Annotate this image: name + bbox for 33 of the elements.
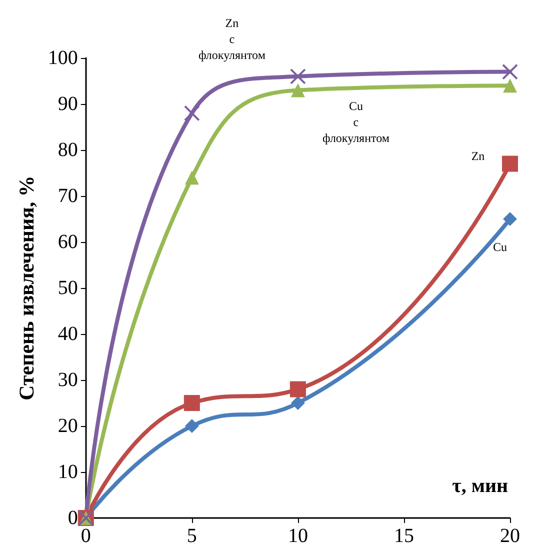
x-tick-label: 5 [186, 525, 197, 547]
point [184, 395, 200, 411]
point [290, 83, 305, 98]
y-tick-label: 30 [58, 369, 78, 391]
series-label: Cu [492, 240, 508, 254]
x-axis-title: τ, мин [452, 475, 508, 497]
point [503, 78, 517, 93]
y-tick-label: 0 [68, 507, 78, 529]
point [290, 381, 306, 398]
point [184, 419, 199, 433]
series-label: Cu с флокулянтом [322, 99, 390, 146]
point [502, 156, 518, 172]
y-tick-label: 70 [58, 185, 78, 207]
y-tick-label: 50 [58, 277, 78, 299]
y-tick-label: 80 [58, 139, 78, 161]
y-tick-label: 40 [58, 323, 78, 345]
y-tick-label: 90 [58, 93, 78, 115]
y-tick-label: 100 [48, 47, 78, 69]
point [290, 396, 305, 410]
x-tick-label: 15 [394, 525, 414, 547]
series-label: Zn с флокулянтом [198, 16, 266, 62]
point [184, 170, 199, 185]
y-axis-title: Степень извлечения, % [14, 176, 38, 400]
x-tick-label: 20 [500, 525, 520, 547]
point [502, 64, 518, 80]
y-tick-label: 10 [58, 461, 78, 483]
series-label: Zn [471, 148, 485, 163]
y-tick-label: 20 [58, 415, 78, 437]
point [290, 68, 306, 84]
point [184, 105, 200, 122]
point [503, 212, 517, 226]
y-tick-label: 60 [58, 231, 78, 253]
x-tick-label: 10 [288, 525, 308, 547]
